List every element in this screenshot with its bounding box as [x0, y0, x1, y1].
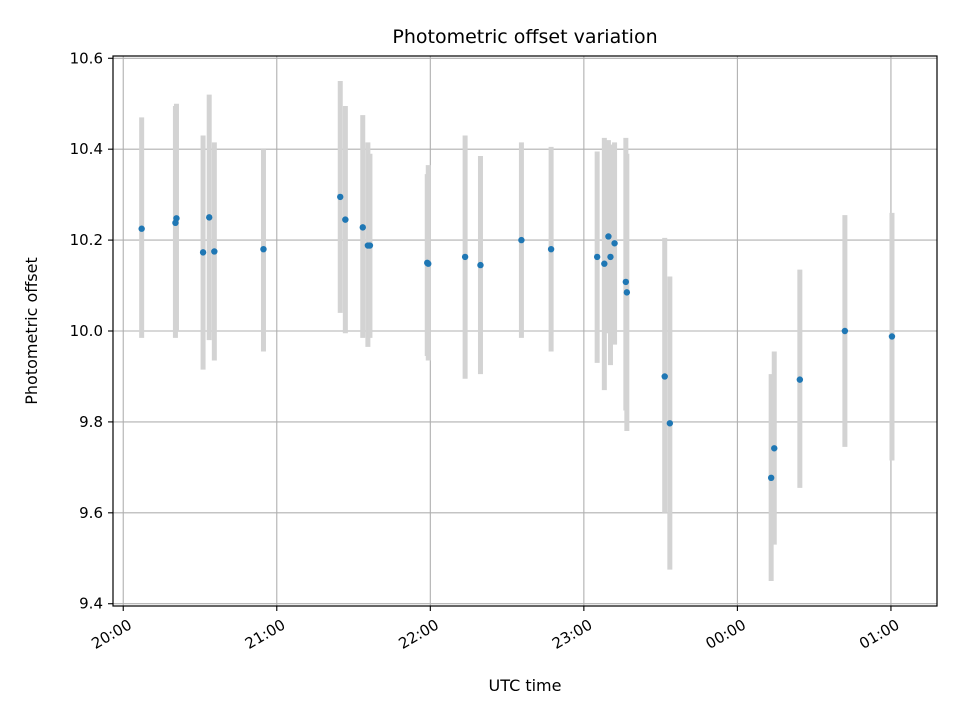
data-point: [173, 215, 180, 222]
data-point: [337, 193, 344, 201]
data-point: [359, 224, 366, 231]
y-axis-label: Photometric offset: [22, 257, 41, 405]
data-point: [888, 333, 896, 340]
y-tick-label: 9.8: [79, 413, 103, 431]
data-point: [342, 216, 349, 223]
data-point: [771, 445, 778, 452]
data-point: [796, 376, 804, 383]
y-tick-label: 10.0: [70, 322, 103, 340]
data-point: [666, 420, 674, 427]
data-point: [199, 249, 207, 256]
data-point: [611, 240, 618, 247]
y-tick-label: 9.4: [79, 595, 103, 613]
data-point: [211, 248, 218, 255]
data-point: [661, 373, 668, 380]
data-point: [841, 327, 849, 335]
data-point: [366, 242, 374, 249]
data-point: [518, 236, 525, 244]
data-points: [138, 193, 896, 482]
data-point: [605, 233, 612, 240]
data-point: [547, 245, 555, 253]
data-point: [623, 289, 631, 296]
data-point: [260, 245, 267, 253]
y-tick-label: 10.4: [70, 140, 103, 158]
y-axis-ticks: 9.4 9.6 9.8 10.0 10.2 10.4 10.6: [70, 49, 113, 613]
x-axis-label: UTC time: [489, 676, 562, 695]
data-point: [622, 278, 630, 286]
data-point: [425, 260, 432, 267]
data-point: [607, 253, 614, 261]
data-point: [593, 253, 601, 261]
data-point: [477, 261, 484, 269]
data-point: [461, 253, 469, 261]
y-tick-label: 9.6: [79, 504, 103, 522]
y-tick-label: 10.6: [70, 49, 103, 67]
data-point: [138, 225, 145, 232]
data-point: [206, 214, 213, 221]
y-tick-label: 10.2: [70, 231, 103, 249]
data-point: [601, 260, 608, 267]
data-point: [767, 474, 775, 482]
chart-title: Photometric offset variation: [392, 26, 657, 48]
